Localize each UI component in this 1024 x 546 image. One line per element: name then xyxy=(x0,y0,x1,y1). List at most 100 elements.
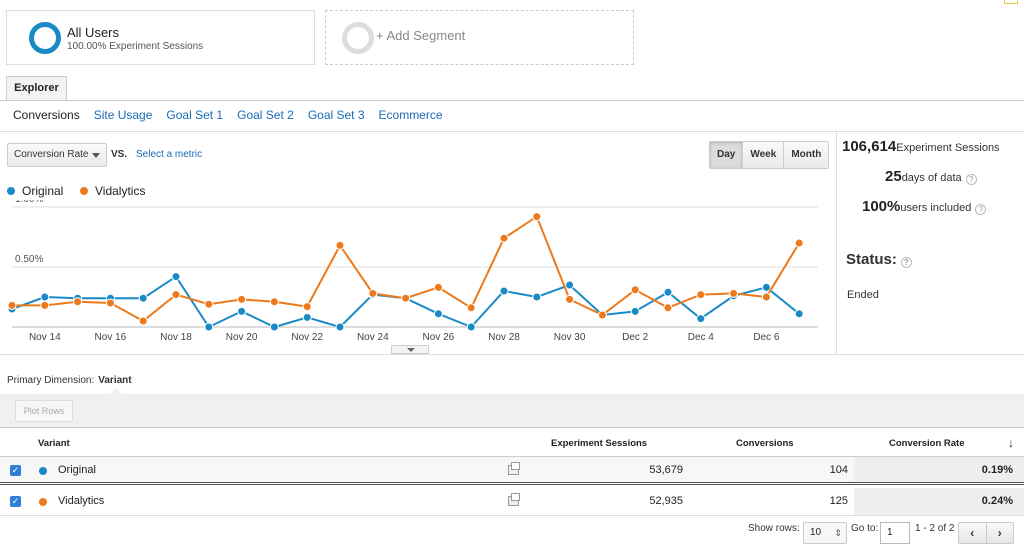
help-icon[interactable]: ? xyxy=(975,204,987,215)
y-tick-label: 1.00% xyxy=(15,200,43,205)
data-point-vidalytics xyxy=(565,294,575,304)
legend-original[interactable]: Original xyxy=(7,184,63,198)
period-month-button[interactable]: Month xyxy=(783,142,829,168)
table-row[interactable]: ✓ Original 53,679 104 0.19% xyxy=(0,457,1024,485)
x-tick-label: Nov 22 xyxy=(291,332,323,343)
stat-users-label: users included xyxy=(900,202,972,214)
col-conversion-rate[interactable]: Conversion Rate xyxy=(889,438,965,449)
stat-users: 100%users included? xyxy=(862,198,987,215)
segment-all-users[interactable]: All Users 100.00% Experiment Sessions xyxy=(6,10,315,65)
subtab-goal-set-1[interactable]: Goal Set 1 xyxy=(166,108,224,122)
period-week-button[interactable]: Week xyxy=(742,142,784,168)
status-label: Status: xyxy=(846,251,897,268)
table-row[interactable]: ✓ Vidalytics 52,935 125 0.24% xyxy=(0,488,1024,516)
data-point-vidalytics xyxy=(499,233,509,243)
col-sessions[interactable]: Experiment Sessions xyxy=(551,438,648,449)
col-conversions[interactable]: Conversions xyxy=(736,438,794,449)
data-point-vidalytics xyxy=(630,285,640,295)
stat-users-value: 100% xyxy=(862,198,901,215)
data-point-vidalytics xyxy=(138,316,148,326)
data-point-original xyxy=(565,280,575,290)
status-value: Ended xyxy=(847,289,879,301)
data-point-vidalytics xyxy=(663,303,673,313)
data-point-vidalytics xyxy=(171,290,181,300)
legend-label-original: Original xyxy=(22,184,64,198)
data-point-vidalytics xyxy=(237,294,247,304)
data-point-vidalytics xyxy=(729,288,739,298)
data-point-original xyxy=(138,293,148,303)
row-sessions: 52,935 xyxy=(649,495,683,507)
col-variant[interactable]: Variant xyxy=(38,438,70,449)
series-dot-icon xyxy=(39,467,47,475)
x-tick-label: Nov 24 xyxy=(357,332,389,343)
prev-page-button[interactable]: ‹ xyxy=(970,526,975,540)
plot-rows-button[interactable]: Plot Rows xyxy=(15,400,73,422)
x-tick-label: Nov 30 xyxy=(554,332,586,343)
subtab-goal-set-2[interactable]: Goal Set 2 xyxy=(237,108,294,122)
legend-vidalytics[interactable]: Vidalytics xyxy=(80,184,145,198)
help-icon[interactable]: ? xyxy=(965,174,977,185)
compare-icon[interactable] xyxy=(508,462,520,475)
chart-resize-handle[interactable] xyxy=(391,345,429,354)
x-tick-label: Nov 16 xyxy=(95,332,127,343)
tab-explorer[interactable]: Explorer xyxy=(6,76,67,100)
period-day-button[interactable]: Day xyxy=(710,142,743,168)
goto-label: Go to: xyxy=(851,523,879,534)
x-tick-label: Nov 28 xyxy=(488,332,520,343)
status-heading: Status:? xyxy=(846,251,912,268)
row-variant: Vidalytics xyxy=(58,495,105,507)
help-icon[interactable]: ? xyxy=(900,257,912,268)
series-dot-icon xyxy=(39,498,47,506)
row-conversions: 104 xyxy=(829,464,848,476)
subtab-conversions[interactable]: Conversions xyxy=(13,108,80,122)
x-tick-label: Nov 20 xyxy=(226,332,258,343)
x-tick-label: Nov 18 xyxy=(160,332,192,343)
subtab-site-usage[interactable]: Site Usage xyxy=(93,108,153,122)
dimension-pointer xyxy=(110,388,122,394)
data-point-original xyxy=(269,322,279,332)
data-point-original xyxy=(761,282,771,292)
subtab-ecommerce[interactable]: Ecommerce xyxy=(378,108,443,122)
x-tick-label: Dec 2 xyxy=(622,332,649,343)
next-page-button[interactable]: › xyxy=(985,523,1014,543)
data-point-original xyxy=(532,292,542,302)
data-point-original xyxy=(466,322,476,332)
vs-label: VS. xyxy=(111,149,128,160)
legend-dot-vidalytics xyxy=(80,187,88,195)
data-point-original xyxy=(335,322,345,332)
stat-days-label: days of data xyxy=(901,172,962,184)
data-point-vidalytics xyxy=(466,303,476,313)
data-point-original xyxy=(237,306,247,316)
row-rate-cell: 0.24% xyxy=(854,488,1024,515)
empty-segment-ring-icon xyxy=(342,22,374,54)
data-point-vidalytics xyxy=(40,300,50,310)
metric-dropdown-label: Conversion Rate xyxy=(14,149,89,160)
row-variant: Original xyxy=(58,464,96,476)
data-point-vidalytics xyxy=(73,297,83,307)
row-rate: 0.24% xyxy=(981,495,1013,507)
add-segment-label: + Add Segment xyxy=(376,28,466,43)
row-checkbox[interactable]: ✓ xyxy=(10,465,21,476)
data-point-vidalytics xyxy=(597,310,607,320)
table-toolbar xyxy=(0,394,1024,427)
goto-input[interactable]: 1 xyxy=(880,522,910,544)
subtab-goal-set-3[interactable]: Goal Set 3 xyxy=(307,108,365,122)
add-segment-button[interactable]: + Add Segment xyxy=(325,10,634,65)
data-point-original xyxy=(433,309,443,319)
primary-dimension-value[interactable]: Variant xyxy=(98,375,132,386)
stat-sessions-value: 106,614 xyxy=(842,138,897,155)
data-point-original xyxy=(696,314,706,324)
series-line-vidalytics xyxy=(12,215,801,323)
sort-arrow-icon[interactable]: ↓ xyxy=(1008,436,1014,450)
x-tick-label: Nov 14 xyxy=(29,332,61,343)
row-checkbox[interactable]: ✓ xyxy=(10,496,21,507)
subtab-divider xyxy=(0,131,1024,132)
metric-dropdown[interactable]: Conversion Rate xyxy=(7,143,107,167)
data-point-vidalytics xyxy=(401,293,411,303)
x-tick-label: Dec 4 xyxy=(688,332,715,343)
compare-icon[interactable] xyxy=(508,493,520,506)
data-point-original xyxy=(499,286,509,296)
select-metric-link[interactable]: Select a metric xyxy=(136,149,203,160)
corner-marker xyxy=(1004,0,1018,4)
show-rows-select[interactable]: 10 xyxy=(803,522,847,544)
